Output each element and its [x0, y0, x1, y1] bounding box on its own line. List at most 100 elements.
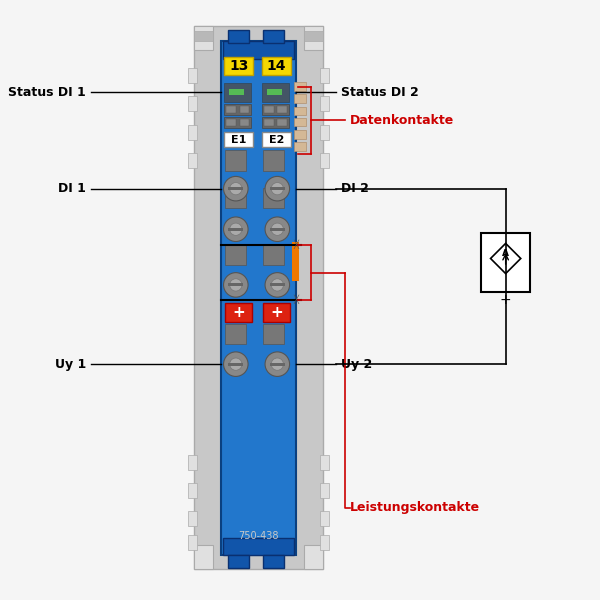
Bar	[221, 41, 296, 555]
Text: DI 1: DI 1	[58, 182, 86, 195]
Text: 14: 14	[266, 59, 286, 73]
Text: ╳: ╳	[293, 239, 299, 249]
Bar	[292, 242, 299, 281]
Bar	[270, 187, 284, 190]
Bar	[224, 56, 253, 76]
Bar	[239, 106, 249, 113]
Text: ╳: ╳	[293, 295, 299, 304]
Circle shape	[230, 182, 242, 195]
Bar	[263, 323, 284, 344]
Bar	[194, 31, 213, 41]
Bar	[262, 83, 289, 102]
Bar	[188, 153, 197, 168]
Bar	[270, 228, 284, 231]
Bar	[226, 150, 246, 171]
Text: +: +	[270, 305, 283, 320]
Text: Leistungskontakte: Leistungskontakte	[350, 501, 480, 514]
Bar	[188, 535, 197, 550]
Bar	[320, 511, 329, 526]
Circle shape	[230, 358, 242, 370]
Text: Status DI 2: Status DI 2	[341, 86, 418, 99]
Bar	[228, 555, 249, 568]
Text: DI 2: DI 2	[341, 182, 368, 195]
Bar	[320, 96, 329, 112]
Bar	[304, 545, 323, 569]
Bar	[304, 26, 323, 50]
Bar	[229, 362, 243, 365]
Bar	[194, 545, 213, 569]
Bar	[320, 68, 329, 83]
Bar	[320, 125, 329, 140]
Text: 13: 13	[229, 59, 248, 73]
Bar	[224, 117, 251, 128]
Circle shape	[224, 217, 248, 242]
Bar	[264, 119, 274, 127]
Bar	[226, 119, 236, 127]
Bar	[229, 283, 243, 286]
Text: Uy 1: Uy 1	[55, 358, 86, 371]
Text: Status DI 1: Status DI 1	[8, 86, 86, 99]
Bar	[188, 483, 197, 498]
Circle shape	[224, 352, 248, 376]
Circle shape	[271, 279, 283, 291]
Bar	[270, 283, 284, 286]
Bar	[226, 323, 246, 344]
Bar	[263, 30, 284, 43]
Circle shape	[265, 352, 290, 376]
Bar	[320, 483, 329, 498]
Bar	[188, 96, 197, 112]
Bar	[267, 89, 282, 95]
Bar	[295, 142, 305, 151]
Bar	[224, 83, 251, 102]
Circle shape	[271, 358, 283, 370]
Bar	[224, 132, 253, 147]
Bar	[228, 30, 249, 43]
Bar	[226, 244, 246, 265]
Bar	[194, 26, 213, 50]
Bar	[270, 362, 284, 365]
Bar	[194, 26, 323, 569]
Bar	[223, 538, 295, 555]
Bar	[239, 119, 249, 127]
Bar	[188, 511, 197, 526]
Bar	[263, 244, 284, 265]
Bar	[295, 107, 305, 115]
Bar	[226, 106, 236, 113]
Text: A: A	[502, 249, 509, 258]
Bar	[320, 455, 329, 470]
Bar	[263, 555, 284, 568]
Bar	[226, 188, 246, 208]
Bar	[263, 188, 284, 208]
Bar	[229, 89, 244, 95]
Bar	[481, 233, 530, 292]
Circle shape	[265, 176, 290, 201]
Circle shape	[265, 272, 290, 297]
Text: +: +	[500, 293, 511, 307]
Bar	[262, 117, 289, 128]
Bar	[277, 119, 287, 127]
Bar	[229, 187, 243, 190]
Text: Uy 2: Uy 2	[341, 358, 372, 371]
Bar	[320, 535, 329, 550]
Bar	[295, 130, 305, 139]
Bar	[223, 41, 295, 59]
Bar	[263, 303, 290, 322]
Circle shape	[224, 176, 248, 201]
Text: +: +	[232, 305, 245, 320]
Circle shape	[271, 182, 283, 195]
Bar	[264, 106, 274, 113]
Bar	[224, 104, 251, 115]
Bar	[188, 455, 197, 470]
Bar	[262, 132, 290, 147]
Text: 750-438: 750-438	[238, 531, 279, 541]
Bar	[262, 104, 289, 115]
Bar	[229, 228, 243, 231]
Circle shape	[265, 217, 290, 242]
Text: E2: E2	[269, 134, 284, 145]
Text: Datenkontakte: Datenkontakte	[350, 114, 454, 127]
Circle shape	[271, 223, 283, 235]
Bar	[188, 68, 197, 83]
Circle shape	[224, 272, 248, 297]
Bar	[295, 94, 305, 103]
Bar	[263, 150, 284, 171]
